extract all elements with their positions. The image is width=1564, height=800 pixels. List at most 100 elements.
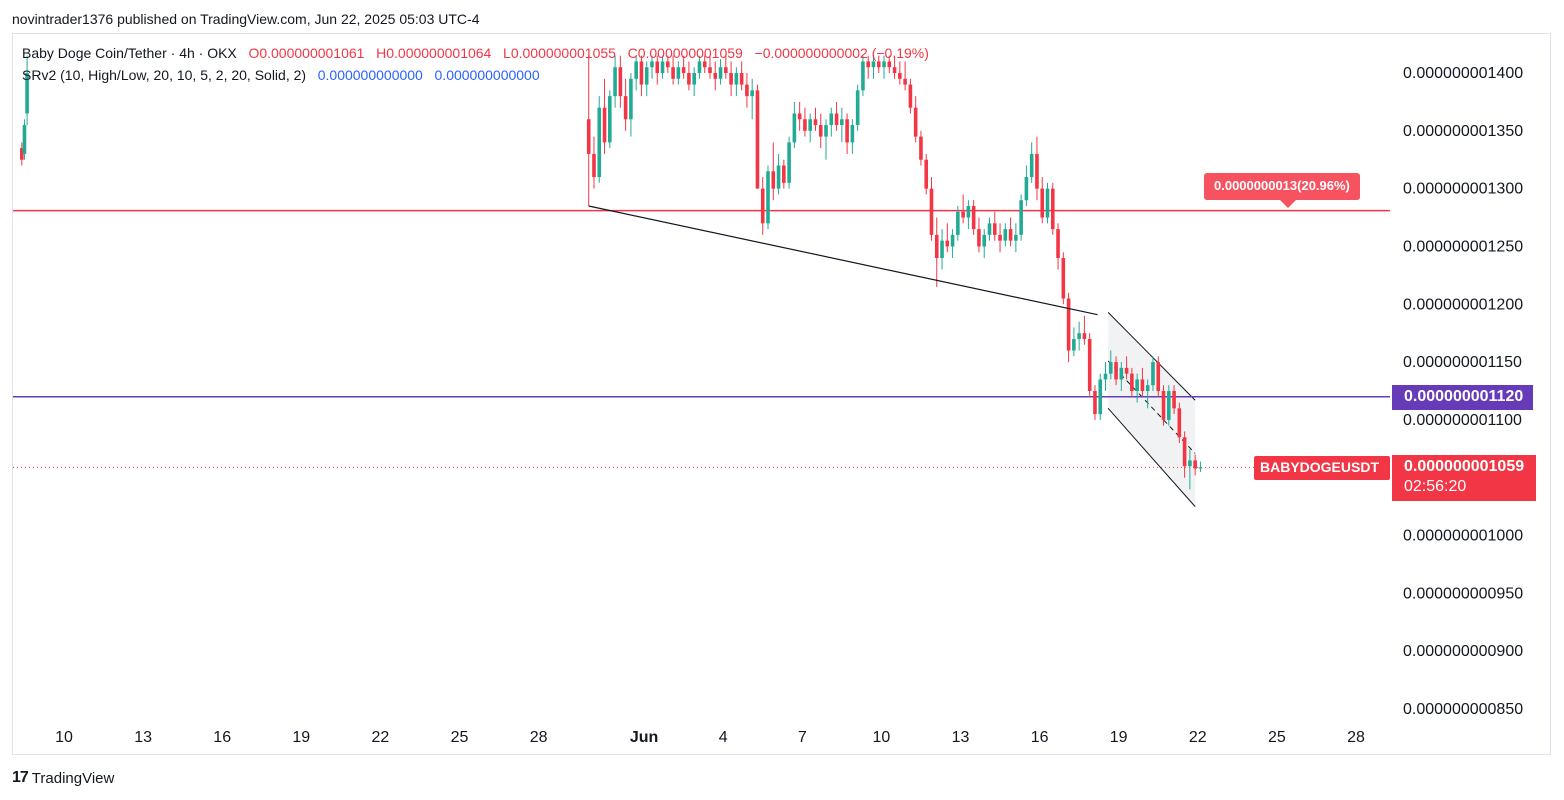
candle-body <box>1156 362 1161 391</box>
candle <box>639 55 644 97</box>
candle-body <box>1040 188 1045 218</box>
candle <box>934 217 939 287</box>
x-tick-label: 4 <box>719 729 728 746</box>
candle-body <box>671 67 675 79</box>
x-tick-label: 22 <box>372 729 390 746</box>
candle <box>708 55 712 79</box>
candle <box>876 55 881 73</box>
candle <box>824 119 828 160</box>
candle <box>818 113 823 149</box>
x-axis[interactable]: 10 13 16 19 22 25 28 Jun 4 7 10 13 16 19 22 25 28 <box>55 729 1365 746</box>
purple-line-price-tag: 0.000000001120 <box>1392 385 1533 410</box>
candle-body <box>1135 379 1139 391</box>
candle <box>950 229 955 259</box>
candle <box>1161 385 1166 426</box>
y-axis[interactable]: 0.000000001400 0.000000001350 0.0000000013… <box>1403 65 1523 718</box>
candle <box>634 55 638 91</box>
candle <box>992 211 997 241</box>
candle-body <box>776 165 781 189</box>
candle-body <box>803 119 807 131</box>
candle <box>1103 362 1108 391</box>
candle <box>724 55 728 79</box>
candle-body <box>613 67 617 97</box>
symbol-info[interactable]: Baby Doge Coin/Tether · 4h · OKX <box>22 45 237 61</box>
candle <box>718 59 723 85</box>
candle-body <box>708 67 712 73</box>
candle-body <box>1056 229 1060 259</box>
candle-body <box>813 119 818 126</box>
x-tick-label: 10 <box>55 729 73 746</box>
last-price-value: 0.000000001059 <box>1404 458 1525 475</box>
candle-body <box>845 119 849 143</box>
candle <box>998 223 1002 253</box>
y-tick-label: 0.000000000900 <box>1403 643 1523 660</box>
candle-body <box>908 84 913 108</box>
candle <box>840 107 844 143</box>
candle-body <box>945 240 950 247</box>
candle <box>20 142 24 166</box>
candle-body <box>797 113 802 120</box>
candle <box>861 55 865 97</box>
x-tick-label: 16 <box>1031 729 1049 746</box>
candle-body <box>760 188 765 224</box>
candle <box>655 55 660 85</box>
candle <box>692 67 696 97</box>
candle <box>1029 142 1034 183</box>
candle <box>1119 362 1124 391</box>
candle-body <box>829 113 834 126</box>
candle-body <box>1119 367 1124 380</box>
x-tick-label: 10 <box>872 729 890 746</box>
candle <box>1108 350 1113 380</box>
y-tick-label: 0.000000000950 <box>1403 585 1523 602</box>
candle-body <box>755 90 760 189</box>
candle-body <box>586 119 591 154</box>
candle <box>586 55 591 206</box>
candle <box>681 55 686 79</box>
x-tick-label: 25 <box>451 729 469 746</box>
candle-body <box>876 61 881 68</box>
candle-body <box>623 96 628 120</box>
indicator-legend[interactable]: SRv2 (10, High/Low, 20, 10, 5, 2, 20, So… <box>22 67 540 83</box>
candle <box>945 223 950 253</box>
candle <box>1172 385 1176 415</box>
candle <box>803 107 807 137</box>
candle <box>782 159 786 189</box>
footer-branding[interactable]: 17 TradingView <box>12 769 114 787</box>
candle-body <box>22 125 27 154</box>
candle-body <box>697 61 702 73</box>
candle-body <box>644 67 649 85</box>
candle-body <box>718 67 723 79</box>
candle-body <box>1166 391 1171 420</box>
candle <box>961 194 965 224</box>
measure-label[interactable]: 0.0000000013(20.96%) <box>1204 173 1360 208</box>
candle <box>1098 373 1103 420</box>
candle-body <box>1087 338 1092 391</box>
candle-body <box>602 107 607 143</box>
candle-body <box>782 165 786 183</box>
candle <box>792 101 797 149</box>
indicator-name[interactable]: SRv2 (10, High/Low, 20, 10, 5, 2, 20, So… <box>22 67 307 83</box>
candle-body <box>903 78 907 85</box>
candle-body <box>998 234 1002 241</box>
candle <box>808 113 812 143</box>
candle <box>797 101 802 131</box>
candle <box>592 136 596 189</box>
candle <box>597 96 602 183</box>
measure-pointer-icon <box>1280 200 1296 208</box>
candle <box>1135 373 1139 403</box>
y-tick-label: 0.000000001200 <box>1403 296 1523 313</box>
channel-upper-line <box>1107 312 1196 401</box>
candle-body <box>1130 373 1134 391</box>
horizontal-lines[interactable] <box>13 209 1390 468</box>
candle <box>834 101 839 131</box>
candle <box>1114 356 1118 386</box>
candle <box>1198 461 1203 472</box>
candle-body <box>1050 188 1055 230</box>
candle-body <box>1082 333 1087 339</box>
candle-body <box>655 61 660 73</box>
candle-body <box>919 136 923 160</box>
trendline-layer[interactable] <box>588 205 1098 316</box>
candle <box>1077 321 1081 351</box>
candle-body <box>1172 391 1176 409</box>
